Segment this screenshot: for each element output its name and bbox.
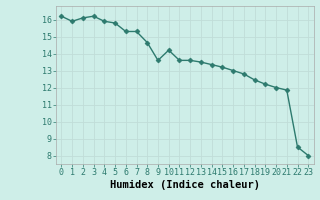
- X-axis label: Humidex (Indice chaleur): Humidex (Indice chaleur): [110, 180, 260, 190]
